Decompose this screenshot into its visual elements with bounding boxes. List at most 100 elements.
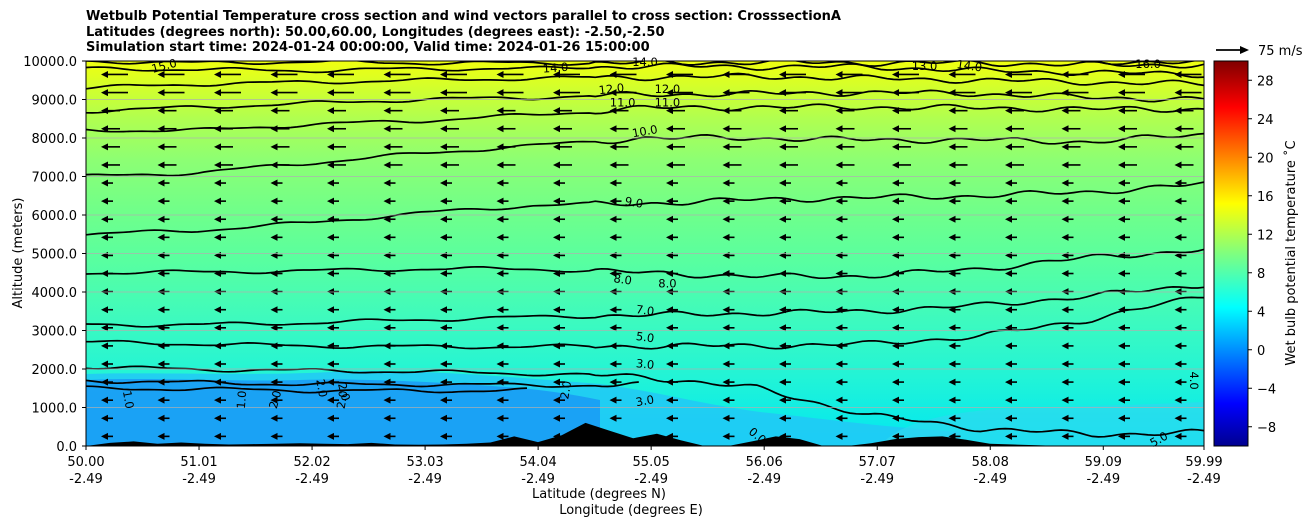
wind-vector-head <box>948 360 956 368</box>
wind-vector <box>779 70 806 78</box>
wind-vector-head <box>779 107 786 115</box>
wind-vector-head <box>948 70 956 78</box>
wind-vector-head <box>1005 89 1012 97</box>
wind-vector-head <box>1118 215 1125 223</box>
wind-vector <box>496 215 509 223</box>
wind-vector <box>892 143 911 151</box>
wind-vector <box>609 143 629 151</box>
wind-vector-head <box>666 396 673 404</box>
wind-vector <box>157 70 185 78</box>
wind-vector-head <box>1174 215 1182 223</box>
wind-vector <box>157 342 170 350</box>
wind-vector-head <box>722 197 730 205</box>
contour-label: 1.0 <box>234 390 250 409</box>
x-tick-label-lon: -2.49 <box>182 472 216 487</box>
wind-vector-head <box>553 270 560 278</box>
wind-vector-head <box>1061 414 1069 422</box>
wind-vector-head <box>892 197 899 205</box>
wind-vector <box>948 270 961 278</box>
wind-vector <box>1061 432 1074 440</box>
wind-vector <box>101 161 120 169</box>
wind-vector <box>101 378 113 386</box>
cold-core <box>86 379 600 446</box>
colorbar-tick-label: 20 <box>1257 151 1274 166</box>
wind-vector <box>1061 70 1089 78</box>
wind-vector <box>1005 70 1032 78</box>
wind-vector <box>1118 89 1145 97</box>
wind-vector <box>779 197 791 205</box>
wind-vector <box>383 215 396 223</box>
wind-vector-head <box>1174 107 1182 115</box>
wind-vector <box>214 89 241 97</box>
wind-vector-head <box>553 432 560 440</box>
wind-vector <box>101 70 128 78</box>
wind-vector-head <box>1061 360 1069 368</box>
wind-vector <box>383 179 396 187</box>
wind-vector-head <box>101 360 108 368</box>
wind-vector-head <box>666 125 673 133</box>
wind-vector <box>440 233 452 241</box>
wind-vector <box>101 89 128 97</box>
wind-vector-head <box>440 179 447 187</box>
wind-vector-head <box>722 161 730 169</box>
wind-vector <box>553 396 565 404</box>
wind-vector <box>779 432 791 440</box>
wind-vector-head <box>1174 306 1182 314</box>
wind-vector <box>779 107 798 115</box>
wind-vector-head <box>496 161 504 169</box>
wind-vector-head <box>835 143 843 151</box>
wind-vector <box>270 270 283 278</box>
wind-vector-head <box>327 179 334 187</box>
contour-line-13.0 <box>86 72 1204 90</box>
wind-vector <box>609 89 637 97</box>
wind-vector-head <box>666 360 673 368</box>
wind-vector <box>440 70 467 78</box>
wind-vector <box>383 89 411 97</box>
contour-label-text: 3.0 <box>635 356 655 372</box>
wind-vector-head <box>666 233 673 241</box>
wind-vector <box>835 215 848 223</box>
wind-vector-head <box>327 215 334 223</box>
wind-vector <box>1174 342 1187 350</box>
wind-vector-head <box>779 125 786 133</box>
wind-vector-head <box>383 432 391 440</box>
wind-vector-head <box>553 396 560 404</box>
wind-vector <box>553 306 565 314</box>
wind-vector-head <box>666 324 673 332</box>
wind-vector-head <box>1118 306 1125 314</box>
wind-vector-head <box>496 324 504 332</box>
wind-vector-head <box>214 342 221 350</box>
wind-vector <box>779 306 791 314</box>
wind-vector <box>948 306 961 314</box>
wind-vector-head <box>1005 360 1012 368</box>
wind-vector <box>327 143 346 151</box>
wind-vector-head <box>440 432 447 440</box>
contour-label-text: 7.0 <box>635 302 655 318</box>
wind-vector <box>496 125 516 133</box>
wind-vector-head <box>1118 89 1125 97</box>
wind-vector <box>1118 161 1137 169</box>
wind-vector-head <box>1174 360 1182 368</box>
wind-vector-head <box>496 215 504 223</box>
wind-vector-head <box>157 360 165 368</box>
wind-vector <box>553 125 572 133</box>
wind-vector <box>835 378 848 386</box>
wind-vector-head <box>327 306 334 314</box>
wind-vector-head <box>157 70 165 78</box>
wind-vector-head <box>666 143 673 151</box>
title-line-1: Wetbulb Potential Temperature cross sect… <box>86 9 841 24</box>
wind-vector-head <box>835 233 843 241</box>
wind-vector-head <box>157 179 165 187</box>
wind-vector <box>609 432 622 440</box>
wind-vector-head <box>553 378 560 386</box>
x-tick-label-lat: 59.09 <box>1085 455 1122 470</box>
wind-vector <box>892 342 904 350</box>
wind-vector <box>214 324 226 332</box>
wind-vector-head <box>270 324 278 332</box>
wind-vector <box>327 342 339 350</box>
wind-vector-head <box>1061 107 1069 115</box>
wind-vector-head <box>1174 125 1182 133</box>
wind-vector <box>722 233 735 241</box>
contour-label: 2.0 <box>266 389 284 410</box>
wind-vector-head <box>1174 89 1182 97</box>
